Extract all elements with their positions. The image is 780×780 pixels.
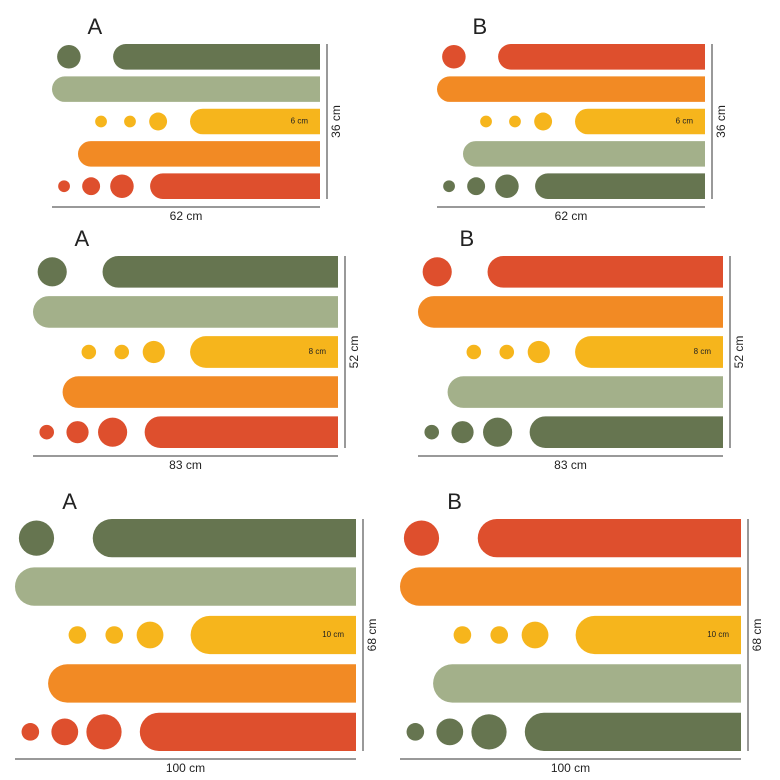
dot	[422, 257, 452, 287]
stripe	[102, 256, 338, 288]
width-label: 62 cm	[555, 209, 588, 223]
width-label: 83 cm	[169, 458, 202, 472]
dot	[82, 177, 101, 196]
stripe	[400, 567, 741, 606]
stripe	[48, 664, 356, 703]
dot	[521, 621, 549, 649]
stripe	[575, 336, 723, 368]
dot	[424, 424, 440, 440]
dot	[451, 421, 474, 444]
dot	[499, 344, 515, 360]
stripe	[498, 44, 705, 70]
height-label: 36 cm	[329, 105, 343, 138]
variant-label: A	[88, 14, 103, 39]
height-label: 68 cm	[750, 619, 764, 652]
bar-size-label: 6 cm	[291, 117, 309, 126]
dot	[443, 180, 455, 193]
dot	[527, 340, 550, 364]
width-label: 100 cm	[551, 761, 590, 775]
stripe	[62, 376, 338, 408]
height-label: 52 cm	[347, 336, 361, 369]
dot	[471, 714, 507, 750]
dot	[37, 257, 67, 287]
stripe	[190, 336, 338, 368]
stripe	[487, 256, 723, 288]
stripe	[51, 76, 320, 102]
dot	[495, 174, 519, 198]
dot	[66, 421, 89, 444]
stripe	[92, 519, 356, 558]
dot	[534, 112, 553, 131]
width-label: 62 cm	[170, 209, 203, 223]
stripe	[462, 141, 705, 167]
dot	[490, 626, 509, 644]
stripe	[535, 173, 705, 199]
dot	[403, 520, 440, 556]
stripe	[417, 296, 723, 328]
dot	[18, 520, 55, 556]
dot	[149, 112, 168, 131]
stripe	[524, 712, 741, 751]
dot	[114, 344, 130, 360]
width-label: 100 cm	[166, 761, 205, 775]
bar-size-label: 6 cm	[676, 117, 694, 126]
height-label: 68 cm	[365, 619, 379, 652]
dot	[95, 115, 107, 128]
dot	[57, 45, 81, 69]
dot	[39, 424, 55, 440]
dot	[509, 115, 521, 128]
stripe	[433, 664, 741, 703]
variant-label: A	[62, 489, 77, 514]
variant-label: A	[74, 226, 89, 251]
dot	[406, 723, 425, 741]
stripe	[437, 76, 705, 102]
variant-label: B	[459, 226, 474, 251]
stripe	[113, 44, 321, 70]
dot	[466, 344, 482, 360]
dot	[142, 340, 165, 364]
dot	[105, 626, 124, 644]
dot	[442, 45, 466, 69]
stripe	[32, 296, 338, 328]
variant-label: B	[473, 14, 488, 39]
dot	[483, 417, 513, 447]
height-label: 36 cm	[714, 105, 728, 138]
stripe	[190, 108, 320, 135]
dot	[436, 718, 464, 746]
stripe	[144, 416, 338, 448]
dot	[124, 115, 136, 128]
dot	[86, 714, 122, 750]
dot	[453, 626, 472, 644]
stripe	[529, 416, 723, 448]
stripe	[575, 108, 705, 135]
dot	[110, 174, 134, 198]
stripe	[77, 141, 320, 167]
height-label: 52 cm	[732, 336, 746, 369]
stripe	[139, 712, 356, 751]
dot	[21, 723, 40, 741]
stripe	[150, 173, 320, 199]
width-label: 83 cm	[554, 458, 587, 472]
dot	[480, 115, 492, 128]
variant-label: B	[447, 489, 462, 514]
dot	[58, 180, 70, 193]
dot	[467, 177, 486, 196]
bar-size-label: 8 cm	[694, 347, 712, 356]
dot	[51, 718, 79, 746]
stripe	[190, 615, 356, 655]
stripe	[575, 615, 741, 655]
bar-size-label: 10 cm	[322, 630, 344, 639]
dot	[68, 626, 87, 644]
dot	[81, 344, 97, 360]
dot	[136, 621, 164, 649]
bar-size-label: 10 cm	[707, 630, 729, 639]
stripe	[14, 567, 356, 606]
stripe	[477, 519, 741, 558]
bar-size-label: 8 cm	[309, 347, 327, 356]
dot	[98, 417, 128, 447]
stripe	[447, 376, 723, 408]
